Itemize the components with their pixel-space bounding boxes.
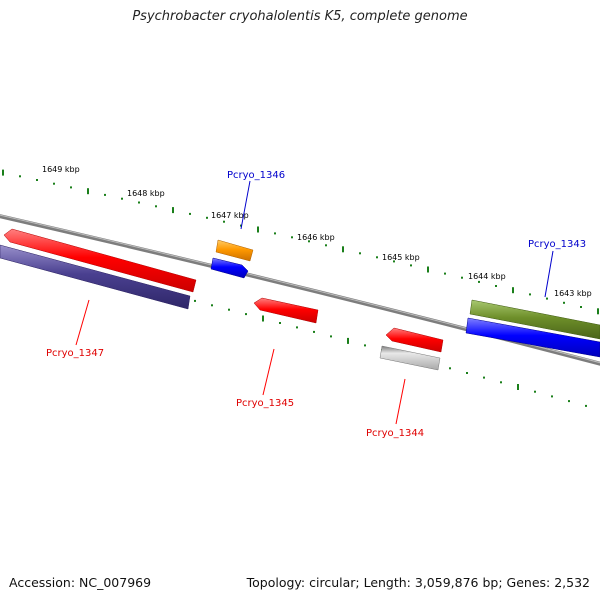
gene-1343-arrow[interactable]	[465, 317, 600, 358]
gene-grey-bar[interactable]	[379, 345, 441, 371]
gene-label-1346[interactable]: Pcryo_1346	[227, 170, 285, 181]
leader-line-1347	[75, 299, 90, 346]
gene-1346-arrow[interactable]	[210, 257, 249, 279]
kbp-label-1643: 1643 kbp	[554, 289, 592, 298]
kbp-label-1646: 1646 kbp	[297, 233, 335, 242]
leader-line-1345	[262, 348, 275, 396]
kbp-label-1649: 1649 kbp	[42, 165, 80, 174]
gene-navy-bar[interactable]	[0, 244, 191, 310]
gene-label-1345[interactable]: Pcryo_1345	[236, 398, 294, 409]
gene-olive-bar[interactable]	[469, 299, 600, 340]
gene-1345-arrow[interactable]	[253, 297, 319, 324]
leader-line-1346	[240, 180, 251, 230]
gene-label-1343[interactable]: Pcryo_1343	[528, 239, 586, 250]
kbp-label-1644: 1644 kbp	[468, 272, 506, 281]
gene-1347-arrow[interactable]	[3, 228, 197, 293]
leader-line-1344	[395, 378, 406, 425]
gene-orange-bar[interactable]	[215, 239, 254, 262]
kbp-label-1647: 1647 kbp	[211, 211, 249, 220]
leader-line-1343	[544, 250, 554, 298]
kbp-label-1645: 1645 kbp	[382, 253, 420, 262]
upper-scale-ticks	[2, 169, 599, 315]
gene-label-1344[interactable]: Pcryo_1344	[366, 428, 424, 439]
gene-label-1347[interactable]: Pcryo_1347	[46, 348, 104, 359]
map-title: Psychrobacter cryohalolentis K5, complet…	[132, 9, 468, 24]
gene-1344-arrow[interactable]	[385, 327, 444, 353]
accession-text: Accession: NC_007969	[9, 575, 152, 590]
kbp-label-1648: 1648 kbp	[127, 189, 165, 198]
genome-summary-text: Topology: circular; Length: 3,059,876 bp…	[246, 575, 590, 590]
